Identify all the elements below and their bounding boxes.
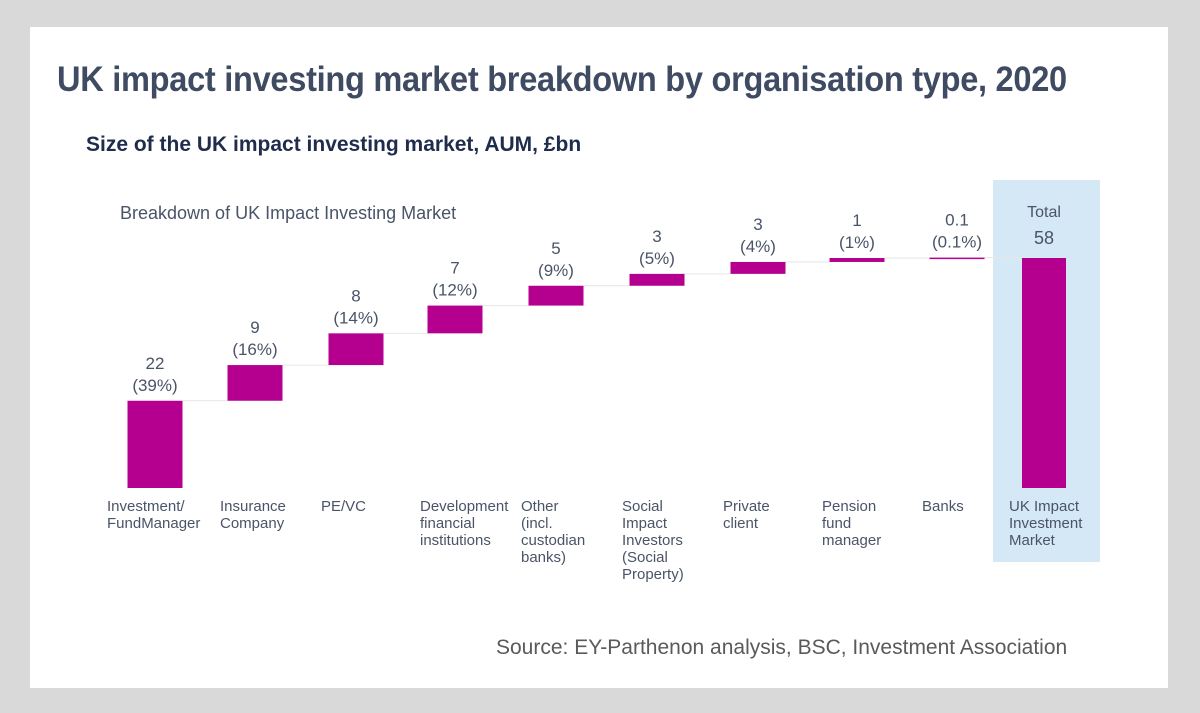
percent-label: (9%) — [538, 261, 574, 280]
data-label: 8 — [351, 286, 360, 305]
bar — [929, 257, 985, 260]
page-title: UK impact investing market breakdown by … — [57, 60, 1067, 99]
category-label-line: financial — [420, 515, 475, 532]
category-label-line: Investment — [1009, 515, 1083, 532]
category-label-line: Impact — [622, 515, 668, 532]
data-label: 5 — [551, 239, 560, 258]
chart-inner-title: Breakdown of UK Impact Investing Market — [120, 203, 456, 223]
percent-label: (12%) — [432, 281, 477, 300]
total-label: Total — [1027, 204, 1061, 221]
data-label: 1 — [852, 211, 861, 230]
bar — [829, 258, 885, 262]
category-label-line: institutions — [420, 532, 491, 549]
category-label-line: banks) — [521, 549, 566, 566]
bar — [1022, 258, 1066, 488]
bar — [328, 333, 384, 366]
category-label-line: client — [723, 515, 759, 532]
category-label-line: Pension — [822, 498, 876, 515]
chart-card — [30, 27, 1168, 688]
category-label-line: manager — [822, 532, 881, 549]
percent-label: (5%) — [639, 249, 675, 268]
category-label: Private client — [723, 498, 770, 532]
data-label: 3 — [652, 227, 661, 246]
category-label-line: Investors — [622, 532, 683, 549]
category-label-line: Private — [723, 498, 770, 515]
category-label: Development financial institutions — [420, 498, 509, 549]
category-label-line: Market — [1009, 532, 1056, 549]
data-label: 58 — [1034, 228, 1054, 248]
data-label: 9 — [250, 318, 259, 337]
category-label-line: PE/VC — [321, 498, 366, 515]
category-label-line: Investment/ — [107, 498, 185, 515]
category-label-line: custodian — [521, 532, 585, 549]
category-label-line: Social — [622, 498, 663, 515]
category-label-line: (incl. — [521, 515, 553, 532]
category-label-line: fund — [822, 515, 851, 532]
category-label-line: Other — [521, 498, 559, 515]
percent-label: (4%) — [740, 237, 776, 256]
category-label: PE/VC — [321, 498, 366, 515]
percent-label: (16%) — [232, 340, 277, 359]
category-label: Social Impact Investors (Social Property) — [622, 498, 684, 583]
data-label: 3 — [753, 215, 762, 234]
percent-label: (0.1%) — [932, 233, 982, 252]
category-label-line: Banks — [922, 498, 964, 515]
bar — [528, 285, 584, 306]
category-label-line: Development — [420, 498, 509, 515]
category-label-line: Property) — [622, 566, 684, 583]
category-label-line: (Social — [622, 549, 668, 566]
source-note: Source: EY-Parthenon analysis, BSC, Inve… — [496, 636, 1068, 659]
percent-label: (14%) — [333, 308, 378, 327]
category-label: Investment/FundManager — [107, 498, 200, 532]
bar — [427, 305, 483, 334]
chart-subtitle: Size of the UK impact investing market, … — [86, 133, 582, 156]
category-label: Other (incl. custodian banks) — [521, 498, 585, 566]
category-label: Banks — [922, 498, 964, 515]
category-label-line: Company — [220, 515, 285, 532]
bar — [227, 365, 283, 401]
category-label: Pension fund manager — [822, 498, 881, 549]
percent-label: (1%) — [839, 233, 875, 252]
percent-label: (39%) — [132, 376, 177, 395]
category-label: UK Impact Investment Market — [1009, 498, 1083, 549]
category-label-line: FundManager — [107, 515, 200, 532]
category-label-line: Insurance — [220, 498, 286, 515]
category-label: Insurance Company — [220, 498, 286, 532]
category-label-line: UK Impact — [1009, 498, 1080, 515]
data-label: 7 — [450, 259, 459, 278]
data-label: 22 — [146, 354, 165, 373]
bar — [730, 261, 786, 274]
bar — [127, 400, 183, 488]
data-label: 0.1 — [945, 211, 969, 230]
bar — [629, 273, 685, 286]
